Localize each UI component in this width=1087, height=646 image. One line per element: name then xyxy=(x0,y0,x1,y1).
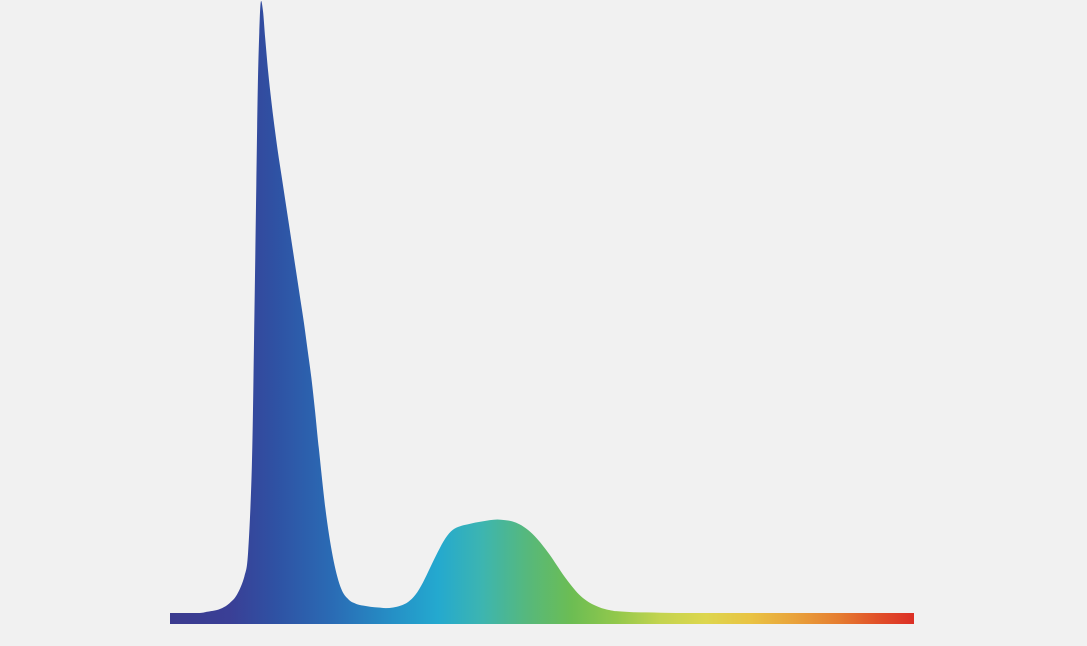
baseline-strip xyxy=(170,613,914,624)
